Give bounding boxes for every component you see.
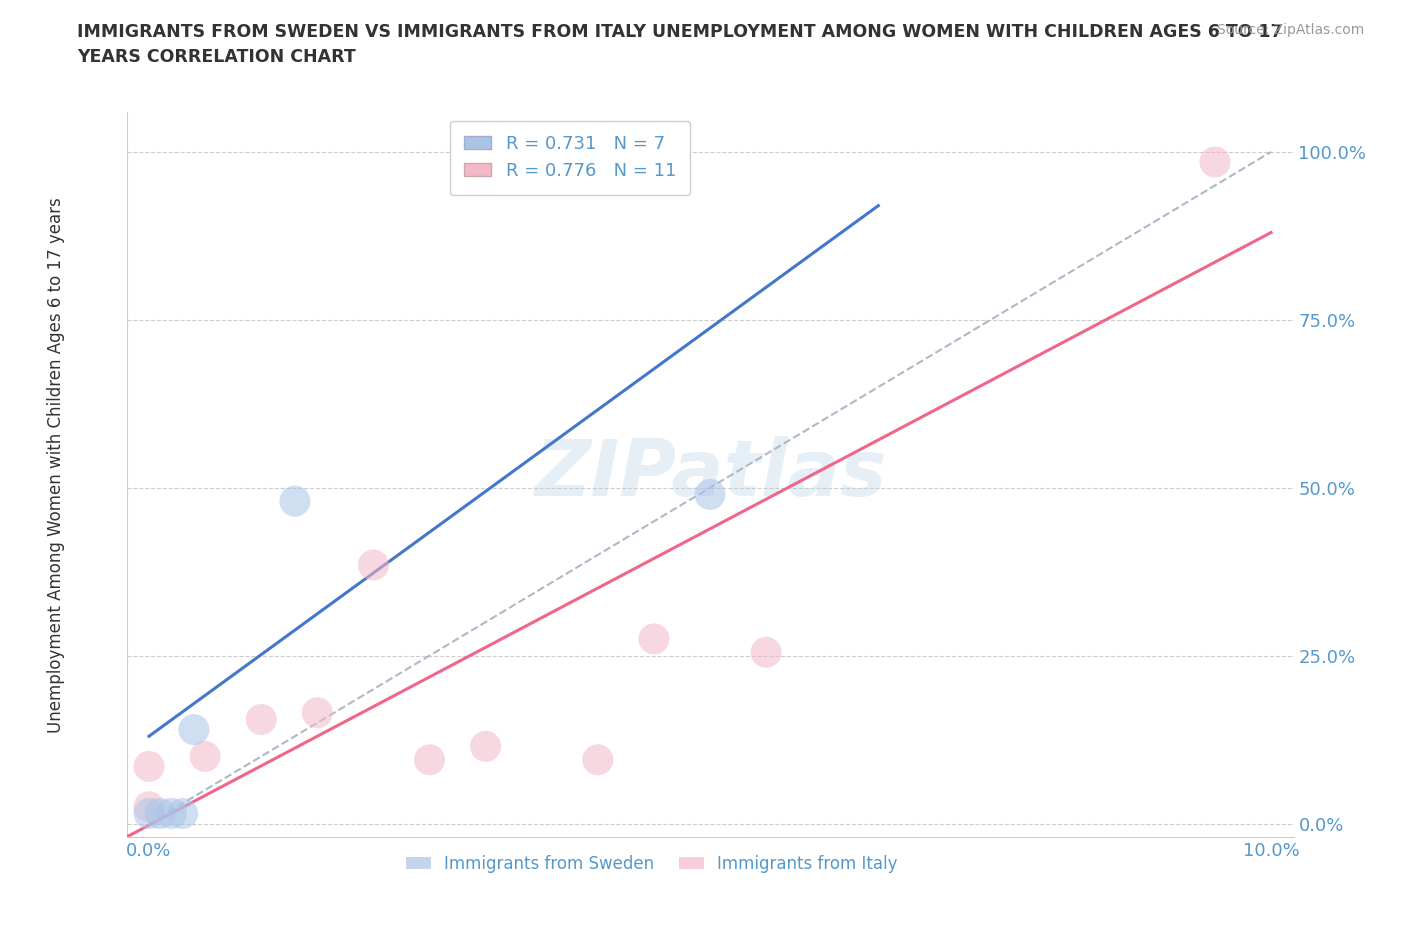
Point xyxy=(172,806,194,821)
Point xyxy=(250,712,273,727)
Legend: Immigrants from Sweden, Immigrants from Italy: Immigrants from Sweden, Immigrants from … xyxy=(399,848,904,880)
Point xyxy=(474,738,496,753)
Text: Source: ZipAtlas.com: Source: ZipAtlas.com xyxy=(1216,23,1364,37)
Point xyxy=(160,806,183,821)
Point xyxy=(194,749,217,764)
Point xyxy=(284,494,307,509)
Point xyxy=(149,806,172,821)
Point xyxy=(755,644,778,659)
Point xyxy=(138,800,160,815)
Point xyxy=(138,806,160,821)
Point xyxy=(699,487,721,502)
Point xyxy=(586,752,609,767)
Text: ZIPatlas: ZIPatlas xyxy=(534,436,886,512)
Point xyxy=(363,558,385,573)
Point xyxy=(307,705,329,720)
Point xyxy=(643,631,665,646)
Point xyxy=(418,752,440,767)
Text: Unemployment Among Women with Children Ages 6 to 17 years: Unemployment Among Women with Children A… xyxy=(48,197,65,733)
Text: IMMIGRANTS FROM SWEDEN VS IMMIGRANTS FROM ITALY UNEMPLOYMENT AMONG WOMEN WITH CH: IMMIGRANTS FROM SWEDEN VS IMMIGRANTS FRO… xyxy=(77,23,1282,41)
Point xyxy=(138,759,160,774)
Point xyxy=(183,722,205,737)
Text: YEARS CORRELATION CHART: YEARS CORRELATION CHART xyxy=(77,48,356,66)
Point xyxy=(1204,154,1226,169)
